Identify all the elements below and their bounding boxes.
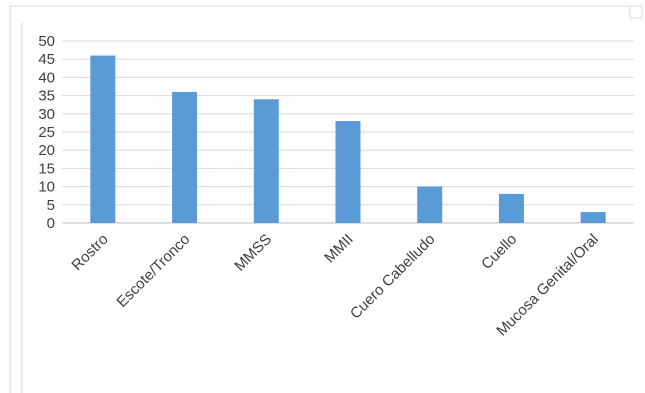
bar bbox=[580, 212, 606, 223]
x-tick-label: Rostro bbox=[68, 231, 111, 274]
y-tick-label: 35 bbox=[38, 88, 55, 105]
bar bbox=[498, 193, 524, 223]
bar bbox=[417, 186, 443, 223]
bar bbox=[90, 55, 116, 224]
y-tick-label: 50 bbox=[38, 33, 55, 50]
x-tick-label: Cuero Cabelludo bbox=[347, 231, 439, 323]
y-tick-label: 25 bbox=[38, 124, 55, 141]
y-tick-label: 5 bbox=[47, 197, 55, 214]
y-tick-label: 0 bbox=[47, 215, 55, 232]
y-tick-label: 30 bbox=[38, 106, 55, 123]
x-tick-label: Cuello bbox=[478, 231, 520, 273]
y-tick-label: 40 bbox=[38, 69, 55, 86]
x-tick-label: Escote/Tronco bbox=[113, 231, 193, 311]
bar bbox=[335, 121, 361, 223]
bars bbox=[90, 55, 606, 224]
bar bbox=[172, 91, 198, 224]
y-tick-label: 10 bbox=[38, 179, 55, 196]
x-tick-label: MMSS bbox=[231, 231, 275, 275]
chart-border-corner bbox=[629, 5, 643, 19]
y-tick-label: 45 bbox=[38, 51, 55, 68]
x-tick-label: MMII bbox=[321, 231, 357, 267]
y-tick-label: 15 bbox=[38, 160, 55, 177]
y-tick-label: 20 bbox=[38, 142, 55, 159]
bar bbox=[253, 99, 279, 223]
